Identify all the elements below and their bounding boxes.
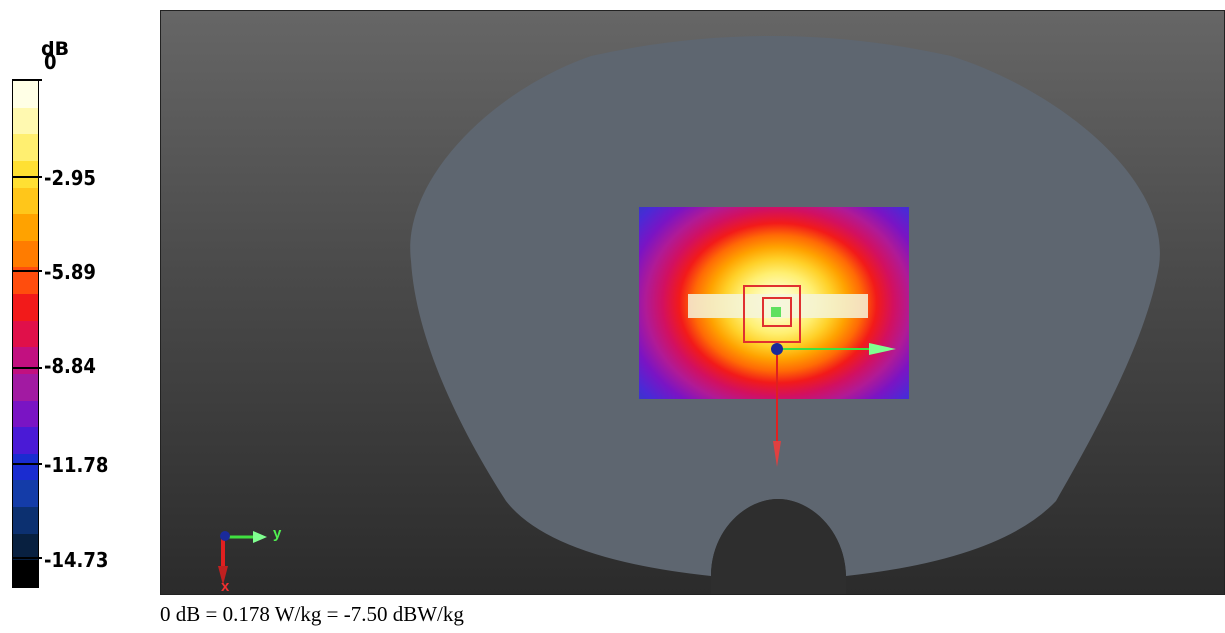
gizmo-y-label: y xyxy=(273,525,282,542)
origin-marker xyxy=(771,343,783,355)
axis-y-arrowhead xyxy=(869,343,896,355)
colorbar-band-14 xyxy=(13,453,38,481)
measurement-box-inner xyxy=(762,297,792,327)
colorbar-band-18 xyxy=(13,560,38,587)
tick-mark xyxy=(12,463,42,465)
tick-mark xyxy=(12,270,42,272)
tick-label-1: -2.95 xyxy=(44,166,96,190)
colorbar-band-4 xyxy=(13,187,38,215)
colorbar-band-13 xyxy=(13,427,38,454)
peak-marker xyxy=(771,307,781,317)
gizmo-x-label: x xyxy=(221,578,230,595)
axis-gizmo xyxy=(218,531,267,585)
caption: 0 dB = 0.178 W/kg = -7.50 dBW/kg xyxy=(160,602,464,626)
colorbar-unit: dB xyxy=(41,38,70,60)
colorbar-band-10 xyxy=(13,347,38,374)
tick-label-3: -8.84 xyxy=(44,354,96,378)
tick-mark xyxy=(12,79,42,81)
colorbar-band-16 xyxy=(13,507,38,534)
colorbar-band-11 xyxy=(13,373,38,401)
colorbar xyxy=(12,80,39,588)
colorbar-band-2 xyxy=(13,134,38,161)
tick-label-0: 0 xyxy=(44,50,57,74)
colorbar-band-8 xyxy=(13,294,38,321)
phantom-notch xyxy=(711,499,846,594)
colorbar-band-12 xyxy=(13,400,38,428)
colorbar-band-9 xyxy=(13,320,38,348)
colorbar-band-6 xyxy=(13,240,38,268)
tick-label-4: -11.78 xyxy=(44,453,109,477)
3d-viewport[interactable]: y x xyxy=(160,10,1225,595)
colorbar-band-0 xyxy=(13,81,38,108)
measurement-box-outer xyxy=(743,285,801,343)
tick-mark xyxy=(12,367,42,369)
tick-mark xyxy=(12,176,42,178)
tick-label-5: -14.73 xyxy=(44,548,109,572)
tick-mark xyxy=(12,557,42,559)
colorbar-band-3 xyxy=(13,160,38,188)
colorbar-band-1 xyxy=(13,107,38,135)
scene: y x xyxy=(218,36,1160,595)
axis-x-arrowhead xyxy=(773,441,781,467)
colorbar-band-17 xyxy=(13,533,38,561)
colorbar-band-5 xyxy=(13,214,38,241)
tick-label-2: -5.89 xyxy=(44,260,96,284)
colorbar-band-15 xyxy=(13,480,38,507)
